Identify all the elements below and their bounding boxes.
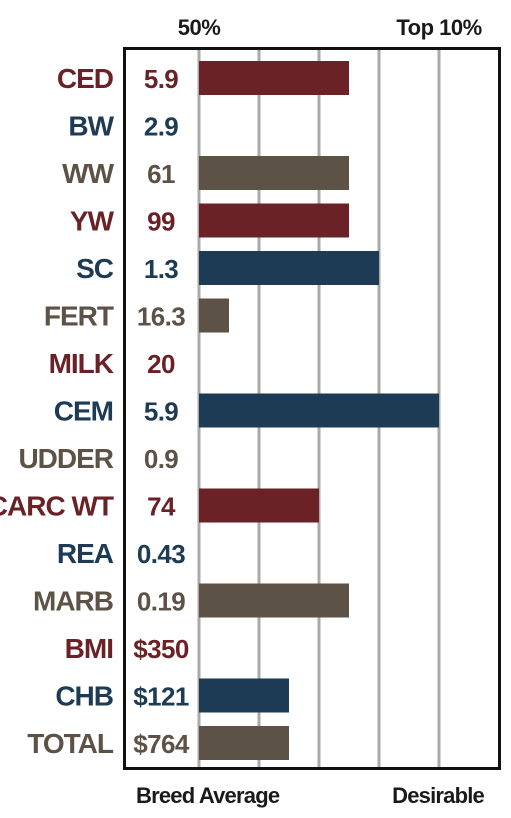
- trait-label-yw: YW: [70, 206, 115, 237]
- trait-label-rea: REA: [57, 538, 114, 569]
- trait-labels: CED BW WW YW SC FERT MILK CEM UDDER CARC WT REA MAR…: [0, 63, 116, 759]
- trait-value-marb: 0.19: [137, 587, 185, 617]
- trait-value-fert: 16.3: [137, 302, 185, 332]
- bar-fert: [199, 298, 229, 333]
- trait-value-carc-wt: 74: [147, 492, 176, 522]
- trait-label-carc-wt: CARC WT: [0, 491, 114, 522]
- trait-value-cem: 5.9: [144, 397, 178, 427]
- trait-value-milk: 20: [147, 349, 175, 379]
- footer-labels: Breed Average Desirable: [136, 783, 485, 808]
- trait-label-bw: BW: [68, 111, 114, 142]
- bar-marb: [199, 583, 349, 618]
- trait-label-milk: MILK: [49, 348, 114, 379]
- bars: [199, 61, 439, 760]
- trait-label-marb: MARB: [33, 586, 113, 617]
- trait-label-chb: CHB: [55, 681, 113, 712]
- bar-cem: [199, 393, 439, 428]
- trait-value-sc: 1.3: [144, 254, 178, 284]
- chart-frame: [123, 47, 501, 770]
- bar-carc-wt: [199, 488, 319, 523]
- trait-value-bmi: $350: [133, 634, 189, 664]
- trait-label-fert: FERT: [44, 301, 114, 332]
- trait-value-chb: $121: [133, 682, 189, 712]
- trait-label-ww: WW: [62, 158, 114, 189]
- trait-label-total: TOTAL: [27, 728, 114, 759]
- bar-ww: [199, 156, 349, 190]
- header-label-1: Top 10%: [396, 15, 481, 40]
- trait-value-ced: 5.9: [144, 64, 178, 94]
- trait-value-total: $764: [133, 729, 190, 759]
- trait-value-yw: 99: [147, 207, 175, 237]
- footer-label-0: Breed Average: [136, 783, 280, 808]
- bar-yw: [199, 203, 349, 238]
- trait-label-ced: CED: [57, 63, 114, 94]
- trait-label-sc: SC: [76, 253, 114, 284]
- trait-value-bw: 2.9: [144, 112, 178, 142]
- bar-total: [199, 726, 289, 760]
- trait-label-bmi: BMI: [65, 633, 113, 664]
- trait-label-udder: UDDER: [18, 443, 113, 474]
- bar-sc: [199, 251, 379, 285]
- bar-chb: [199, 678, 289, 713]
- header-label-0: 50%: [178, 15, 221, 40]
- trait-value-ww: 61: [147, 159, 175, 189]
- trait-value-udder: 0.9: [144, 444, 178, 474]
- trait-values: 5.9 2.9 61 99 1.3 16.3 20 5.9 0.9 74 0.43 0.19 $350 $…: [133, 64, 190, 759]
- trait-label-cem: CEM: [54, 396, 113, 427]
- bar-ced: [199, 61, 349, 95]
- footer-label-1: Desirable: [392, 783, 484, 808]
- header-labels: 50% Top 10%: [178, 15, 482, 40]
- trait-value-rea: 0.43: [137, 539, 185, 569]
